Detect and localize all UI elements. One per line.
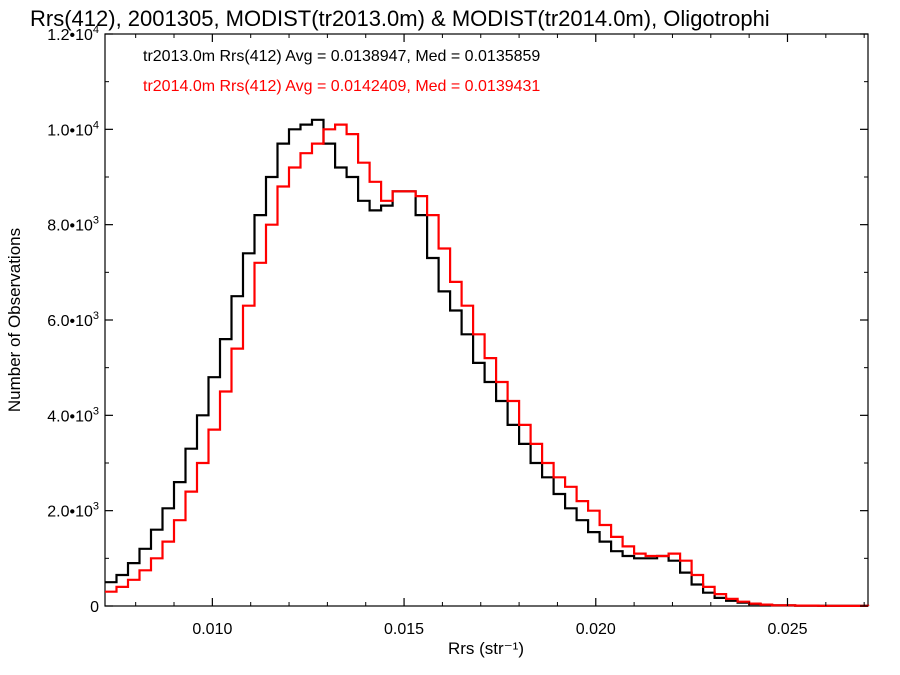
- x-axis-label: Rrs (str⁻¹): [448, 639, 524, 658]
- y-tick-mantissa: 0: [90, 599, 99, 616]
- y-tick-mantissa: 1.2•10: [47, 27, 93, 44]
- histogram-series-1: [105, 118, 870, 607]
- y-tick-mantissa: 2.0•10: [47, 504, 93, 521]
- series-layer: [105, 118, 870, 607]
- x-tick-label: 0.025: [767, 621, 807, 638]
- y-tick-label: 6.0•103: [47, 310, 99, 330]
- x-tick-label: 0.015: [384, 621, 424, 638]
- y-axis: 02.0•1034.0•1036.0•1038.0•1031.0•1041.2•…: [47, 24, 868, 616]
- histogram-series-2: [105, 123, 870, 607]
- y-tick-exponent: 3: [93, 215, 99, 227]
- y-tick-mantissa: 4.0•10: [47, 408, 93, 425]
- annotation-series-2: tr2014.0m Rrs(412) Avg = 0.0142409, Med …: [143, 78, 540, 95]
- x-tick-label: 0.010: [192, 621, 232, 638]
- y-tick-mantissa: 1.0•10: [47, 122, 93, 139]
- y-tick-exponent: 3: [93, 310, 99, 322]
- y-tick-label: 1.2•104: [47, 24, 99, 44]
- y-tick-exponent: 4: [93, 119, 99, 131]
- chart-title: Rrs(412), 2001305, MODIST(tr2013.0m) & M…: [30, 6, 770, 31]
- y-tick-exponent: 3: [93, 501, 99, 513]
- y-tick-label: 2.0•103: [47, 501, 99, 521]
- x-tick-label: 0.020: [576, 621, 616, 638]
- y-axis-label: Number of Observations: [5, 228, 24, 412]
- y-tick-label: 1.0•104: [47, 119, 99, 139]
- y-tick-exponent: 4: [93, 24, 99, 36]
- y-tick-mantissa: 6.0•10: [47, 313, 93, 330]
- annotation-series-1: tr2013.0m Rrs(412) Avg = 0.0138947, Med …: [143, 48, 540, 65]
- y-tick-label: 0: [90, 599, 99, 616]
- y-tick-mantissa: 8.0•10: [47, 218, 93, 235]
- y-tick-label: 8.0•103: [47, 215, 99, 235]
- y-tick-label: 4.0•103: [47, 405, 99, 425]
- plot-frame: [104, 33, 869, 607]
- y-tick-exponent: 3: [93, 405, 99, 417]
- x-axis: 0.010 0.015 0.020 0.025: [135, 34, 865, 638]
